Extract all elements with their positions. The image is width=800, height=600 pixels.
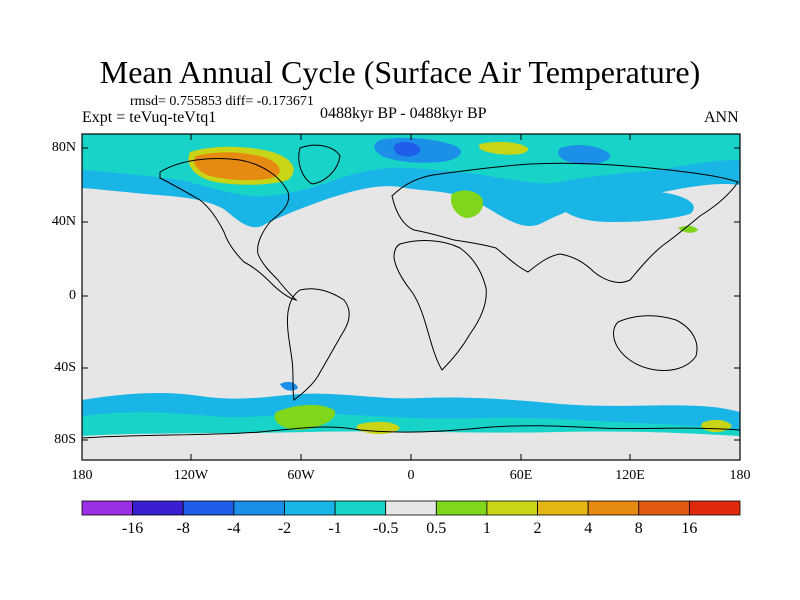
colorbar-label: 16 [681,520,698,537]
lon-tick-0: 0 [407,468,415,483]
colorbar-swatch [385,500,437,516]
colorbar-swatch [638,500,690,516]
lon-tick-180e: 180 [729,468,751,483]
colorbar [81,500,741,516]
eurasia-outline [391,162,739,283]
colorbar-swatch [486,500,538,516]
season-text: ANN [704,109,739,126]
stats-text: rmsd= 0.755853 diff= -0.173671 [130,94,314,109]
colorbar-swatch [537,500,589,516]
lon-tick-60e: 60E [509,468,533,483]
drake-green [274,404,336,430]
colorbar-swatch [587,500,640,516]
lat-tick-40n: 40N [51,214,76,229]
greenland-outline [298,144,341,185]
east-siberia-blue [558,145,611,165]
colorbar-swatch [334,500,387,516]
africa-outline [393,240,487,371]
asia-green-spot [678,225,698,233]
colorbar-label: 2 [533,520,542,537]
colorbar-label: 4 [584,520,593,537]
antarctica-outline [81,425,741,439]
south-america-outline [287,288,350,401]
colorbar-label: 1 [482,520,491,537]
lat-tick-40s: 40S [54,360,76,375]
colorbar-swatch [435,500,488,516]
colorbar-label: -4 [227,520,241,537]
colorbar-swatch [688,500,741,516]
lon-tick-120w: 120W [173,468,209,483]
southern-anomaly-field [82,381,740,460]
lon-tick-60w: 60W [287,468,315,483]
north-darkblue-spot [394,141,421,157]
colorbar-swatch [81,500,134,516]
colorbar-swatch [284,500,336,516]
siberia-yellow [479,141,529,155]
lat-tick-80n: 80N [51,140,76,155]
coastlines [81,144,741,439]
colorbar-label: -16 [121,520,144,537]
europe-green-spot [450,190,484,218]
antarctic-neutral [82,431,740,460]
colorbar-label: -1 [328,520,342,537]
period-text: 0488kyr BP - 0488kyr BP [320,105,487,122]
northern-anomaly-field [82,134,740,233]
colorbar-swatch [182,500,235,516]
colorbar-label: 8 [634,520,643,537]
lon-tick-120e: 120E [615,468,645,483]
australia-outline [613,315,698,371]
north-america-orange [193,152,280,181]
pacific-cyan-patch [559,190,694,222]
colorbar-label: -2 [277,520,292,537]
colorbar-label: -0.5 [373,520,399,537]
north-america-outline [159,158,298,301]
colorbar-swatch [132,500,184,516]
colorbar-label: 0.5 [426,520,447,537]
tick-marks [82,134,740,460]
lat-tick-0: 0 [69,288,76,303]
experiment-text: Expt = teVuq-teVtq1 [82,109,217,126]
colorbar-swatch [233,500,285,516]
colorbar-label: -8 [176,520,190,537]
lat-tick-80s: 80S [54,432,76,447]
chart-title: Mean Annual Cycle (Surface Air Temperatu… [99,54,701,90]
lon-tick-180w: 180 [71,468,93,483]
